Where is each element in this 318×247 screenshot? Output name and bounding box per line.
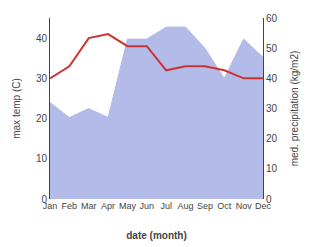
svg-text:Feb: Feb [62,201,78,211]
svg-text:10: 10 [36,153,48,164]
svg-text:Mar: Mar [81,201,97,211]
svg-text:Jan: Jan [43,201,58,211]
svg-text:20: 20 [36,113,48,124]
svg-text:0: 0 [266,194,272,205]
svg-text:40: 40 [266,73,278,84]
svg-text:Dec: Dec [255,201,272,211]
svg-text:Nov: Nov [236,201,253,211]
svg-text:Oct: Oct [217,201,232,211]
svg-text:Jul: Jul [160,201,172,211]
svg-text:Sep: Sep [197,201,213,211]
svg-text:Aug: Aug [178,201,194,211]
svg-text:May: May [119,201,137,211]
svg-text:40: 40 [36,33,48,44]
svg-text:30: 30 [36,73,48,84]
svg-text:20: 20 [266,133,278,144]
svg-text:med. precipitation (kg/m2): med. precipitation (kg/m2) [289,51,300,167]
svg-text:10: 10 [266,163,278,174]
svg-text:60: 60 [266,13,278,24]
svg-text:Apr: Apr [101,201,115,211]
svg-text:Jun: Jun [140,201,155,211]
svg-text:max temp (C): max temp (C) [11,78,22,139]
svg-text:50: 50 [266,43,278,54]
svg-text:date (month): date (month) [126,230,187,241]
svg-text:30: 30 [266,103,278,114]
svg-text:0: 0 [41,194,47,205]
